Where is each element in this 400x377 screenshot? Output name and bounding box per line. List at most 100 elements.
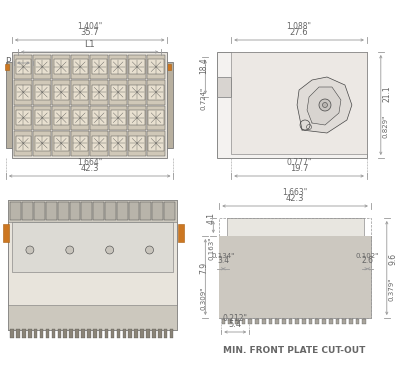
Text: MIN. FRONT PLATE CUT-OUT: MIN. FRONT PLATE CUT-OUT <box>223 346 365 355</box>
Bar <box>147 131 165 155</box>
Bar <box>217 52 367 158</box>
Bar <box>148 59 164 74</box>
Bar <box>33 80 51 104</box>
Bar <box>16 59 31 74</box>
Bar <box>227 218 364 236</box>
Bar <box>35 136 50 151</box>
Bar <box>147 55 165 79</box>
Bar <box>34 329 38 338</box>
Circle shape <box>322 103 328 107</box>
Bar <box>130 84 145 100</box>
Bar <box>122 329 126 338</box>
Bar <box>235 319 239 324</box>
Text: 7.9: 7.9 <box>199 262 208 274</box>
Bar <box>148 110 164 126</box>
Bar <box>164 329 168 338</box>
Bar <box>16 329 20 338</box>
Bar <box>140 202 151 220</box>
Bar <box>71 55 89 79</box>
Bar <box>70 202 80 220</box>
Bar <box>46 329 49 338</box>
Bar <box>147 80 165 104</box>
Bar <box>46 202 57 220</box>
Bar <box>110 59 126 74</box>
Circle shape <box>66 246 74 254</box>
Text: 21.1: 21.1 <box>383 85 392 102</box>
Bar <box>64 329 67 338</box>
Bar <box>16 136 31 151</box>
Bar <box>105 202 116 220</box>
Bar <box>54 136 69 151</box>
Bar <box>130 110 145 126</box>
Bar <box>110 136 126 151</box>
Bar <box>10 329 14 338</box>
Bar <box>14 106 32 130</box>
Text: L1: L1 <box>84 40 95 49</box>
Bar <box>128 329 132 338</box>
Text: 19.7: 19.7 <box>290 164 308 173</box>
Bar <box>93 329 96 338</box>
Bar <box>14 131 32 155</box>
Bar <box>52 106 70 130</box>
Bar <box>111 329 114 338</box>
Bar <box>81 202 92 220</box>
Text: 42.3: 42.3 <box>80 164 99 173</box>
Bar <box>28 329 32 338</box>
Bar <box>14 55 32 79</box>
Text: 5.4: 5.4 <box>229 320 242 329</box>
Bar <box>109 80 127 104</box>
Bar <box>73 136 88 151</box>
Bar <box>35 110 50 126</box>
Text: 0.309": 0.309" <box>200 287 206 310</box>
Bar <box>81 329 85 338</box>
Bar <box>33 106 51 130</box>
Bar <box>130 136 145 151</box>
Bar <box>148 84 164 100</box>
Bar <box>262 319 266 324</box>
Bar <box>52 80 70 104</box>
Text: 18.4: 18.4 <box>199 57 208 74</box>
Bar <box>87 329 91 338</box>
Bar <box>129 202 140 220</box>
Circle shape <box>26 246 34 254</box>
Bar <box>322 319 326 324</box>
Circle shape <box>319 99 331 111</box>
Bar <box>5 64 9 70</box>
Bar <box>134 329 138 338</box>
Bar <box>130 59 145 74</box>
Polygon shape <box>297 77 352 133</box>
Bar <box>362 319 366 324</box>
Bar <box>54 84 69 100</box>
Circle shape <box>106 246 114 254</box>
Bar <box>109 55 127 79</box>
Bar <box>128 80 146 104</box>
Bar <box>289 319 292 324</box>
Bar <box>52 55 70 79</box>
Bar <box>282 319 286 324</box>
Bar <box>275 319 279 324</box>
Bar <box>248 319 252 324</box>
Bar <box>152 329 156 338</box>
Bar <box>128 131 146 155</box>
Text: 1.088": 1.088" <box>286 22 312 31</box>
Bar <box>52 131 70 155</box>
Bar <box>178 224 184 242</box>
Bar <box>309 319 312 324</box>
Text: 27.6: 27.6 <box>290 28 308 37</box>
Bar <box>105 329 108 338</box>
Text: 0.724": 0.724" <box>200 87 206 110</box>
Text: 9.6: 9.6 <box>389 253 398 265</box>
Bar <box>128 106 146 130</box>
Bar <box>342 319 346 324</box>
Bar <box>356 319 360 324</box>
Bar <box>12 52 168 158</box>
Bar <box>329 319 332 324</box>
Bar <box>16 84 31 100</box>
Bar <box>228 319 232 324</box>
Bar <box>75 329 79 338</box>
Text: 35.7: 35.7 <box>80 28 99 37</box>
Bar <box>302 319 306 324</box>
Bar <box>295 319 299 324</box>
Bar <box>109 106 127 130</box>
Bar <box>58 202 68 220</box>
